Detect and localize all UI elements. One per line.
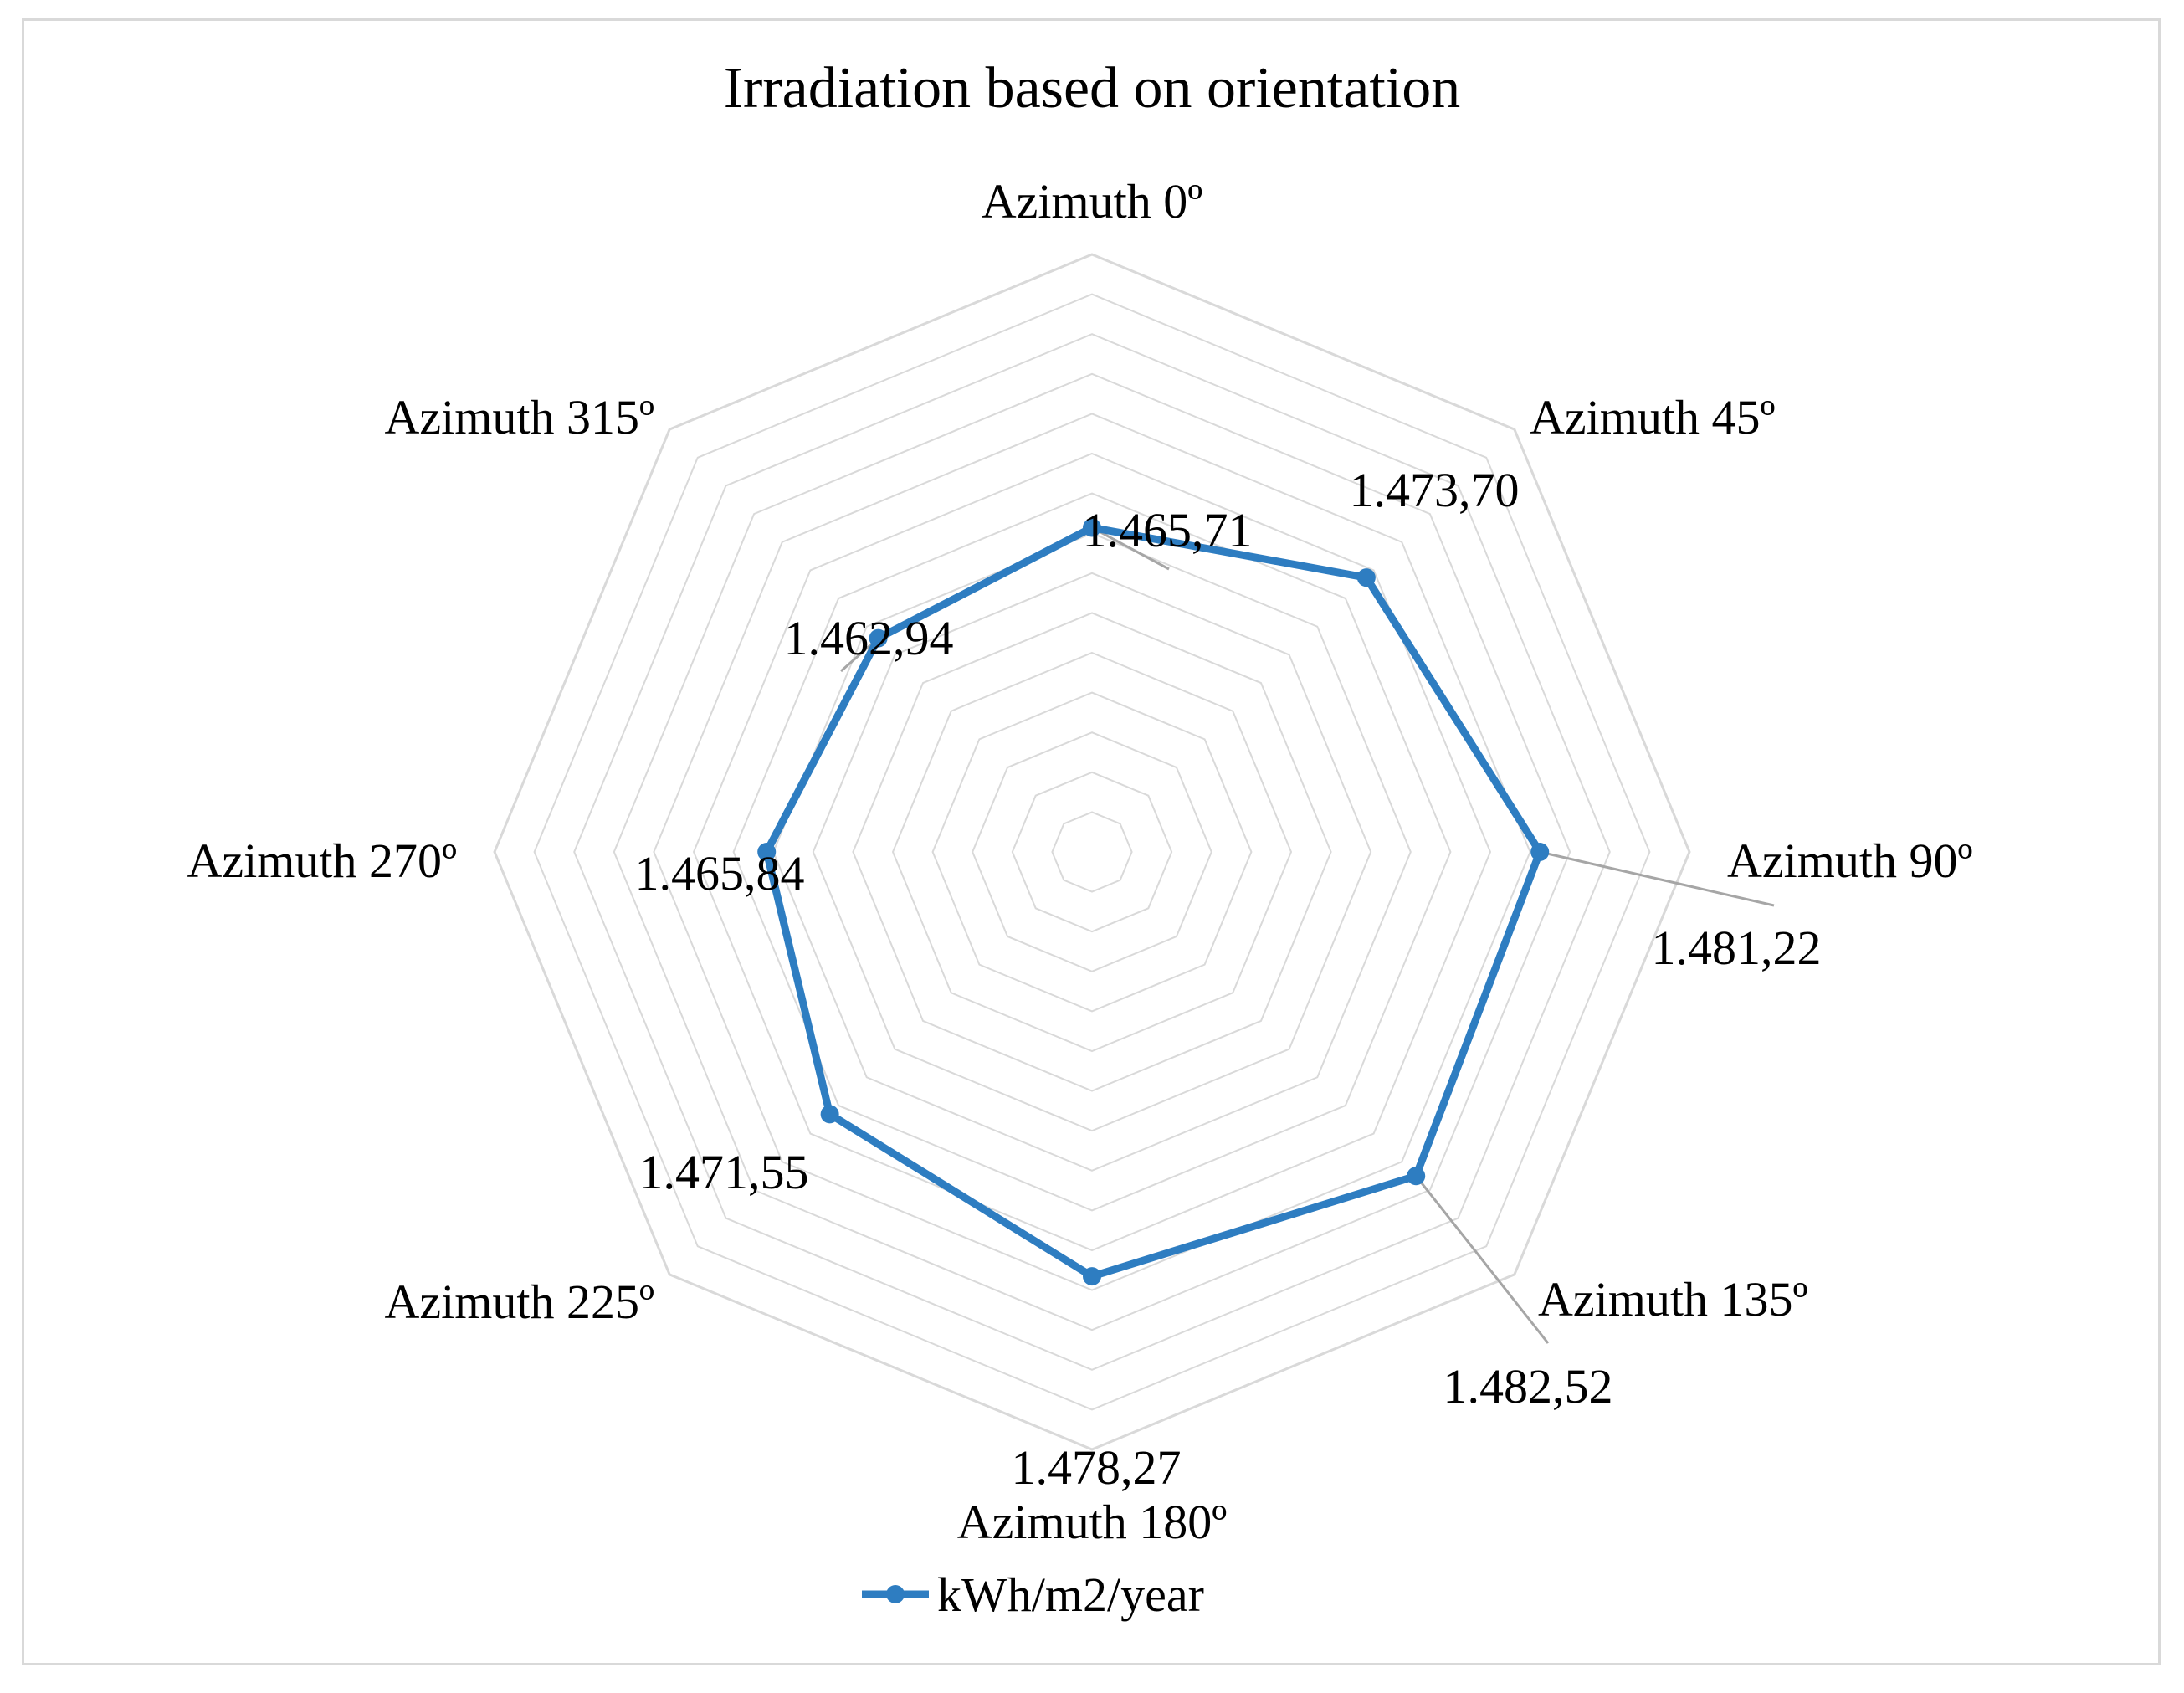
grid-ring	[692, 452, 1492, 1252]
grid-ring	[493, 253, 1691, 1451]
category-label-3: Azimuth 135º	[1538, 1272, 1807, 1326]
grid-ring	[891, 651, 1293, 1053]
leader-line-3	[1415, 1175, 1550, 1344]
category-label-4: Azimuth 180º	[957, 1495, 1227, 1549]
grid-ring	[533, 293, 1651, 1411]
leader-line-2	[1539, 850, 1775, 907]
leader-line-0	[1091, 526, 1170, 571]
data-point-1	[1356, 568, 1376, 587]
grid-ring	[812, 572, 1372, 1132]
grid-ring	[732, 492, 1452, 1212]
data-label-1: 1.473,70	[1350, 463, 1520, 517]
grid-ring	[931, 691, 1253, 1013]
grid-ring	[613, 372, 1571, 1331]
data-point-3	[1407, 1167, 1426, 1186]
data-label-6: 1.465,84	[635, 846, 805, 900]
category-label-6: Azimuth 270º	[187, 834, 457, 888]
grid-ring	[573, 333, 1611, 1371]
category-label-2: Azimuth 90º	[1727, 834, 1972, 888]
data-point-4	[1083, 1267, 1101, 1286]
legend-swatch-marker	[886, 1585, 905, 1603]
data-point-2	[1530, 843, 1550, 861]
data-label-3: 1.482,52	[1443, 1359, 1613, 1413]
grid-ring	[653, 413, 1531, 1291]
legend: kWh/m2/year	[862, 1567, 1204, 1622]
legend-label: kWh/m2/year	[937, 1567, 1204, 1622]
data-label-0: 1.465,71	[1083, 503, 1253, 557]
data-label-7: 1.462,94	[784, 611, 954, 665]
series-kwh-m2-year	[757, 518, 1550, 1286]
data-point-0	[1083, 518, 1101, 537]
grid-ring	[1051, 811, 1133, 893]
data-point-5	[820, 1105, 839, 1124]
data-labels: 1.465,71 1.473,70 1.481,22 1.482,52 1.478,27…	[635, 463, 1822, 1495]
grid-ring	[852, 612, 1332, 1092]
leader-lines	[840, 526, 1775, 1344]
data-point-6	[757, 843, 777, 861]
data-point-7	[869, 628, 888, 648]
grid-ring	[772, 532, 1412, 1172]
category-label-7: Azimuth 315º	[385, 390, 654, 444]
radar-gridlines	[493, 253, 1691, 1451]
grid-ring	[972, 731, 1212, 972]
data-label-4: 1.478,27	[1012, 1440, 1182, 1495]
chart-title: Irradiation based on orientation	[724, 56, 1461, 121]
category-label-1: Azimuth 45º	[1530, 390, 1775, 444]
category-label-5: Azimuth 225º	[385, 1275, 654, 1329]
data-label-2: 1.481,22	[1652, 921, 1822, 975]
grid-ring	[1011, 771, 1173, 933]
data-label-5: 1.471,55	[639, 1145, 809, 1199]
category-labels: Azimuth 0º Azimuth 45º Azimuth 90º Azimuth …	[187, 174, 1973, 1549]
category-label-0: Azimuth 0º	[982, 174, 1202, 228]
chart-frame	[22, 18, 2161, 1665]
